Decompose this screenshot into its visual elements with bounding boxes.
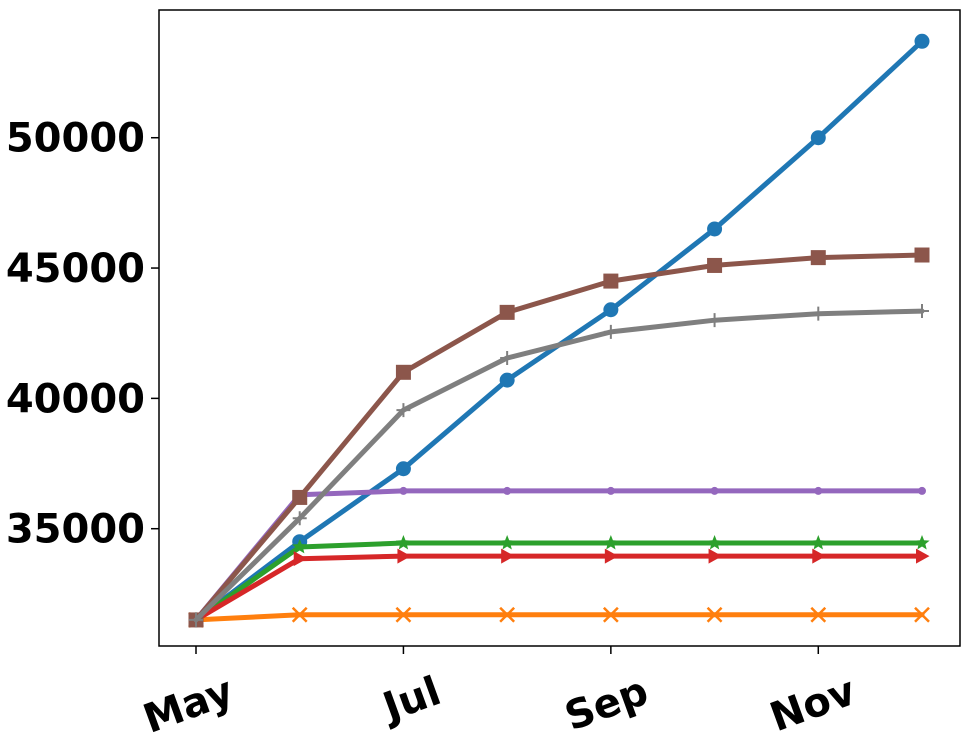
data-point (293, 551, 308, 567)
data-point (399, 486, 408, 495)
data-point (395, 606, 412, 623)
data-point (916, 548, 930, 564)
data-point (499, 606, 516, 623)
data-point (918, 486, 926, 495)
data-point (292, 538, 308, 554)
data-point (603, 535, 619, 550)
data-point (710, 486, 719, 495)
series-7 (189, 304, 929, 627)
data-point (914, 535, 930, 550)
y-tick-label: 40000 (6, 376, 145, 422)
data-point (503, 486, 512, 495)
data-point (499, 372, 515, 388)
data-point (603, 273, 619, 289)
data-point (604, 548, 619, 564)
data-point (814, 486, 823, 495)
data-point (706, 535, 723, 550)
series-line (193, 308, 925, 623)
y-axis: 35000 40000 45000 50000 (6, 116, 159, 553)
x-axis: May Jul Sep Nov (138, 646, 862, 734)
series-line (193, 553, 925, 623)
y-tick-label: 50000 (6, 116, 145, 162)
data-point (707, 221, 723, 237)
data-point (189, 612, 203, 627)
data-point (603, 324, 618, 339)
data-point (396, 403, 411, 418)
data-point (914, 33, 930, 49)
y-tick-label: 35000 (6, 507, 145, 553)
x-tick-label: Jul (375, 668, 447, 732)
plot-background (159, 10, 960, 646)
series-line (193, 488, 925, 623)
data-point (810, 606, 827, 623)
data-point (395, 535, 412, 550)
data-point (707, 257, 723, 273)
data-point (811, 306, 826, 321)
data-point (708, 548, 723, 564)
data-point (395, 461, 411, 477)
data-point (291, 606, 308, 623)
data-point (810, 130, 826, 146)
series-layer (188, 33, 930, 628)
data-point (500, 350, 515, 365)
data-point (397, 548, 411, 564)
data-point (606, 486, 615, 495)
data-point (395, 364, 411, 380)
x-tick-label: May (138, 668, 240, 734)
series-line (193, 540, 925, 623)
series-2 (188, 606, 930, 628)
data-point (499, 535, 515, 550)
y-tick-label: 45000 (6, 246, 145, 292)
plot-frame (158, 9, 961, 647)
x-tick-label: Sep (559, 668, 654, 734)
data-point (292, 489, 308, 505)
series-line (193, 612, 925, 623)
data-point (602, 606, 619, 623)
data-point (915, 304, 929, 319)
data-point (914, 247, 930, 263)
data-point (292, 511, 307, 526)
series-line (193, 252, 925, 623)
data-point (707, 313, 722, 328)
data-point (499, 304, 515, 320)
data-point (501, 548, 515, 564)
data-point (810, 250, 826, 266)
x-tick-label: Nov (764, 668, 862, 734)
data-point (603, 302, 619, 318)
data-point (914, 606, 930, 623)
data-point (810, 535, 826, 550)
data-point (706, 606, 723, 623)
data-point (812, 548, 826, 564)
